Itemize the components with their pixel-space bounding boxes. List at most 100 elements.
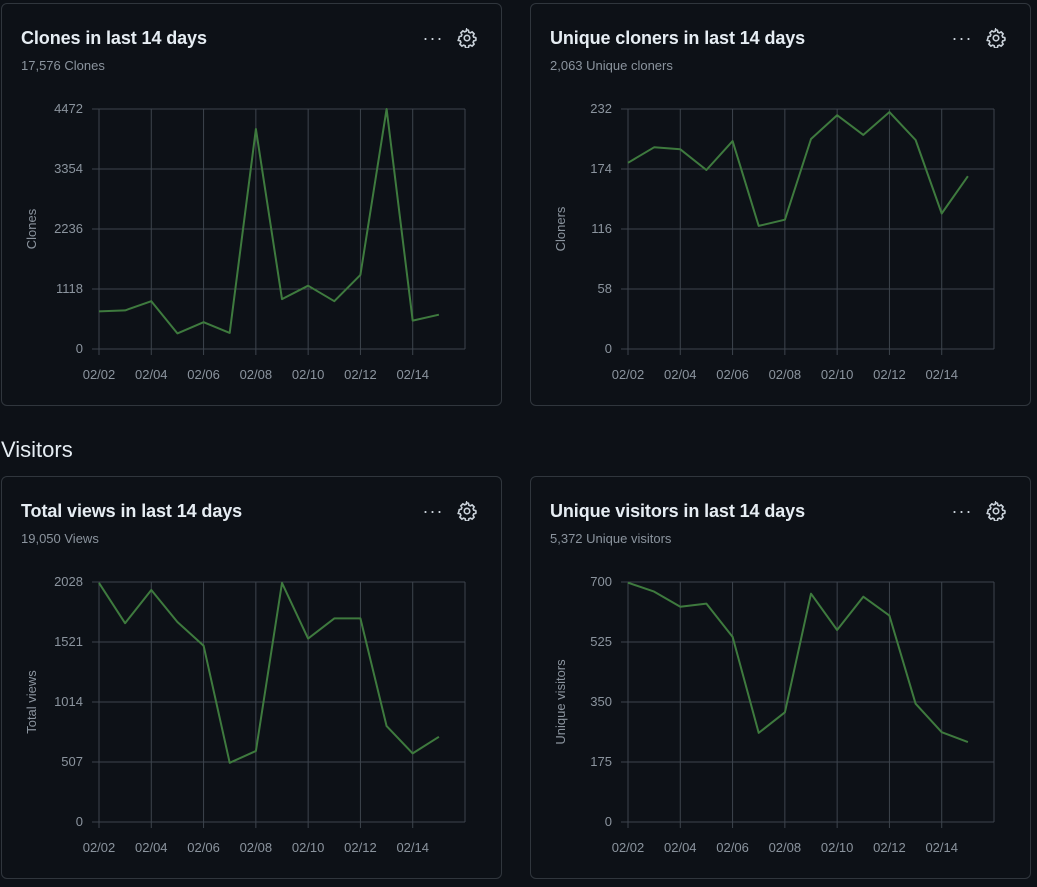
data-point [784,219,786,221]
data-point [98,310,100,312]
y-axis-label: Total views [24,670,39,734]
y-tick-label: 3354 [54,161,83,176]
kebab-horizontal-icon[interactable]: ··· [422,28,444,48]
x-tick-label: 02/08 [769,367,802,382]
kebab-horizontal-icon[interactable]: ··· [422,501,444,521]
data-point [359,617,361,619]
data-point [203,645,205,647]
gear-icon[interactable] [457,28,477,48]
data-point [412,320,414,322]
data-point [705,603,707,605]
x-tick-label: 02/04 [135,367,168,382]
x-tick-label: 02/04 [664,840,697,855]
y-tick-label: 0 [605,814,612,829]
data-point [150,589,152,591]
data-point [941,731,943,733]
y-tick-label: 174 [590,161,612,176]
unique-visitors-chart: 0 175 350 525 700 02/02 02/04 02/06 02/08 02/10 02… [553,574,995,855]
x-tick-label: 02/06 [716,840,749,855]
data-point [124,309,126,311]
x-tick-label: 02/10 [292,367,325,382]
data-point [359,274,361,276]
x-tick-label: 02/02 [612,367,645,382]
x-tick-label: 02/02 [83,840,116,855]
data-point [627,582,629,584]
data-point [333,300,335,302]
total-views-chart: 0 507 1014 1521 2028 02/02 02/04 02/06 02/08 02/1… [24,574,466,855]
y-tick-label: 116 [591,221,612,236]
card-title: Total views in last 14 days [21,501,243,521]
series-line [627,581,969,744]
x-tick-label: 02/14 [925,367,958,382]
data-point [203,321,205,323]
data-point [124,622,126,624]
data-point [836,114,838,116]
gear-icon[interactable] [457,501,477,521]
data-point [307,285,309,287]
data-point [732,140,734,142]
gear-icon[interactable] [986,501,1006,521]
y-tick-label: 350 [590,694,612,709]
data-point [810,138,812,140]
data-point [732,636,734,638]
data-point [176,332,178,334]
data-point [810,593,812,595]
card-title: Unique cloners in last 14 days [550,28,806,48]
series-line [98,581,440,764]
kebab-horizontal-icon[interactable]: ··· [951,501,973,521]
x-tick-label: 02/12 [344,367,377,382]
data-point [412,752,414,754]
unique-cloners-card: 0 58 116 174 232 02/02 02/04 02/06 02/08 02/10 02/… [530,3,1031,406]
x-tick-label: 02/14 [396,367,429,382]
y-tick-label: 58 [598,281,612,296]
data-point [888,615,890,617]
data-point [229,762,231,764]
data-point [836,629,838,631]
x-tick-label: 02/14 [925,840,958,855]
x-tick-label: 02/02 [83,367,116,382]
data-point [627,162,629,164]
data-point [941,212,943,214]
y-tick-label: 232 [590,101,612,116]
data-point [176,621,178,623]
data-point [255,750,257,752]
y-axis-label: Cloners [553,206,568,251]
data-point [862,134,864,136]
x-tick-label: 02/02 [612,840,645,855]
kebab-horizontal-icon[interactable]: ··· [951,28,973,48]
x-tick-label: 02/14 [396,840,429,855]
data-point [705,169,707,171]
data-point [679,606,681,608]
y-tick-label: 507 [61,754,83,769]
gear-icon[interactable] [986,28,1006,48]
data-point [438,736,440,738]
data-point [967,741,969,743]
y-axis-label: Unique visitors [553,659,568,745]
x-tick-label: 02/12 [344,840,377,855]
x-tick-label: 02/04 [664,367,697,382]
card-subtitle: 5,372 Unique visitors [550,531,672,546]
unique-cloners-chart: 0 58 116 174 232 02/02 02/04 02/06 02/08 02/10 02/… [553,101,995,382]
card-title: Unique visitors in last 14 days [550,501,805,521]
x-tick-label: 02/06 [716,367,749,382]
series-line [627,111,969,227]
total-views-card: 0 507 1014 1521 2028 02/02 02/04 02/06 02/08 02/1… [1,476,502,879]
data-point [758,732,760,734]
y-tick-label: 1118 [56,281,83,296]
card-subtitle: 2,063 Unique cloners [550,58,673,73]
x-tick-label: 02/12 [873,840,906,855]
data-point [229,332,231,334]
x-tick-label: 02/08 [240,367,273,382]
series-line [98,108,440,335]
y-tick-label: 2028 [54,574,83,589]
data-point [862,596,864,598]
y-tick-label: 0 [76,814,83,829]
data-point [967,175,969,177]
data-point [784,711,786,713]
data-point [333,617,335,619]
data-point [915,139,917,141]
x-tick-label: 02/10 [821,840,854,855]
data-point [758,225,760,227]
x-tick-label: 02/12 [873,367,906,382]
y-axis-label: Clones [24,208,39,249]
